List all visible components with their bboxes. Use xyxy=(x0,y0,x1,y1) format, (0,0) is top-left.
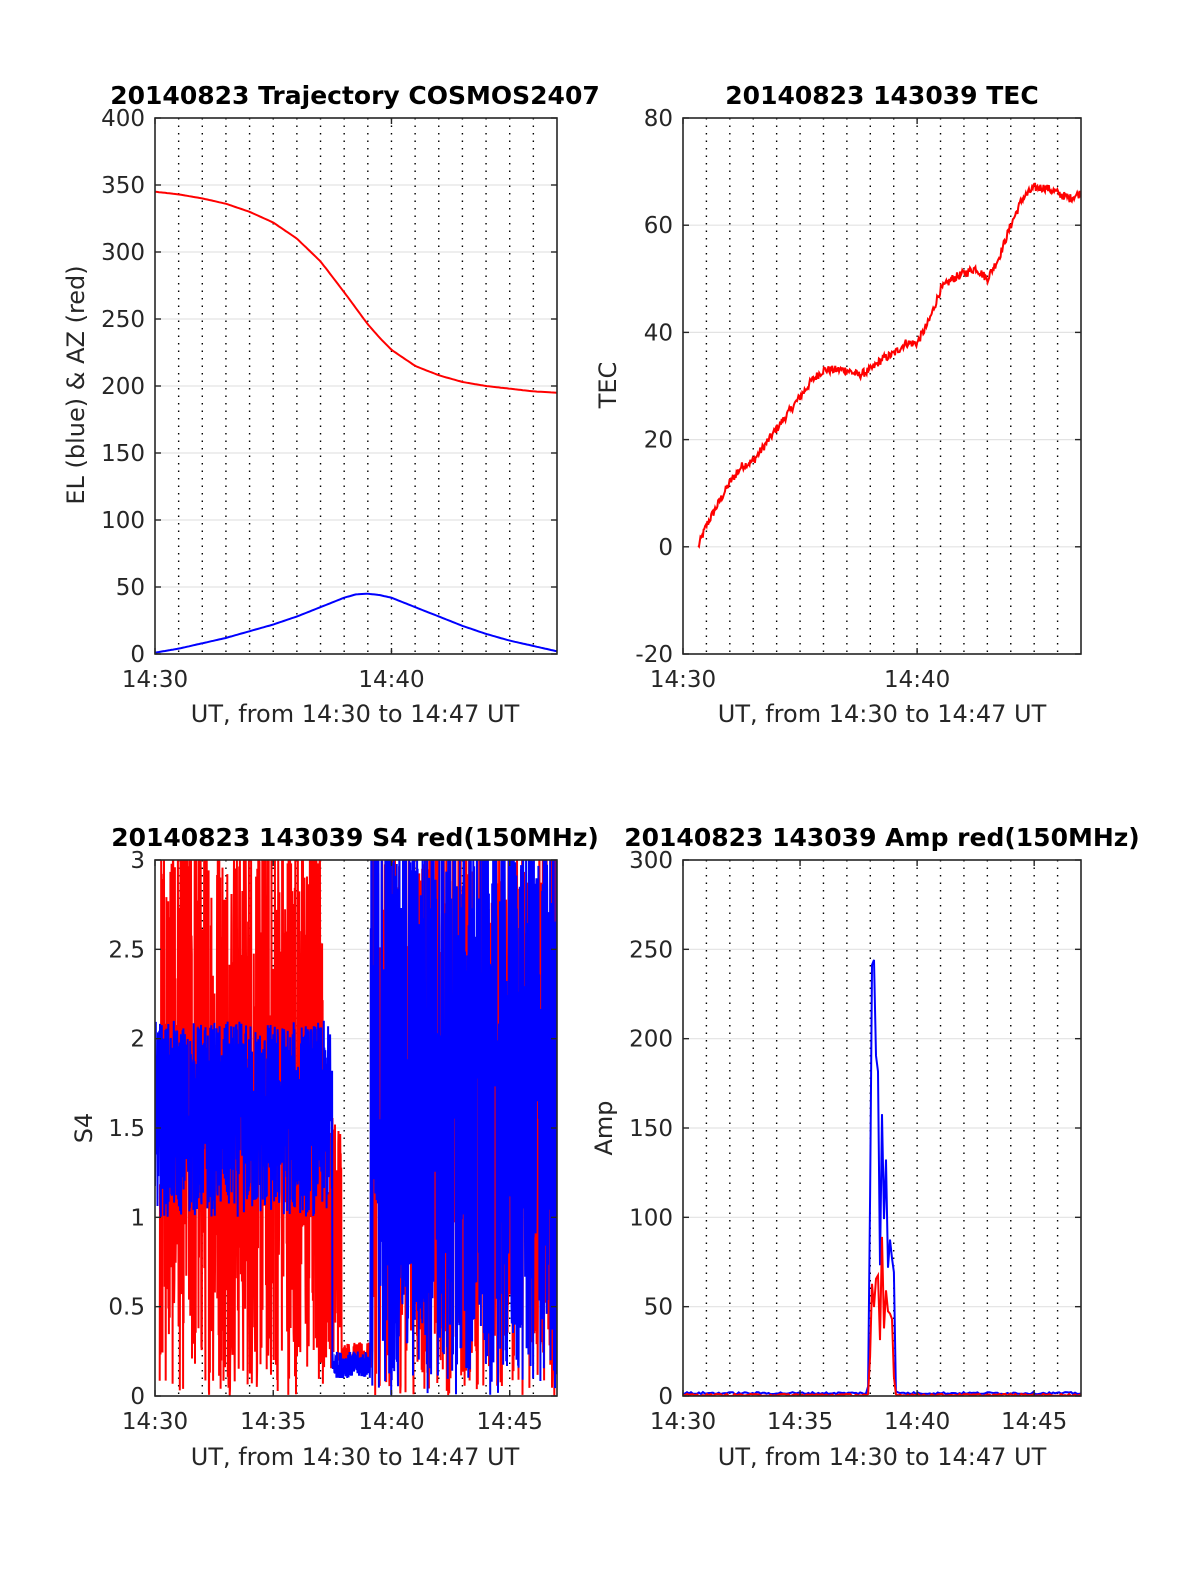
series-group xyxy=(155,190,557,654)
y-tick-label: 40 xyxy=(644,320,673,346)
y-axis-label: Amp xyxy=(590,1100,618,1155)
y-tick-label: 250 xyxy=(629,937,673,963)
x-tick-label: 14:30 xyxy=(650,1409,716,1435)
x-tick-label: 14:45 xyxy=(477,1409,543,1435)
x-tick-label: 14:40 xyxy=(884,1409,950,1435)
series-group xyxy=(683,959,1081,1396)
y-tick-label: 0 xyxy=(130,1384,145,1410)
series-line xyxy=(697,182,1081,549)
plot-area: 0 50 100 150 200 250 300 14:30 14:35 14:40 14:45 xyxy=(629,848,1082,1435)
panel-amp: 20140823 143039 Amp red(150MHz) 0 50 100 15… xyxy=(590,823,1140,1471)
x-tick-label: 14:40 xyxy=(358,667,424,693)
y-tick-label: 0 xyxy=(130,642,145,668)
panel-tec: 20140823 143039 TEC -20 0 20 40 60 80 14:30 14:… xyxy=(594,81,1082,728)
y-tick-label: 300 xyxy=(629,848,673,874)
chart-title: 20140823 Trajectory COSMOS2407 xyxy=(110,81,600,110)
y-tick-label: 2 xyxy=(130,1027,145,1053)
y-axis-label: S4 xyxy=(70,1113,98,1144)
y-axis-label: EL (blue) & AZ (red) xyxy=(62,265,90,504)
x-axis-label: UT, from 14:30 to 14:47 UT xyxy=(718,1443,1047,1471)
y-tick-label: 250 xyxy=(101,307,145,333)
y-tick-label: 60 xyxy=(644,213,673,239)
y-tick-label: 150 xyxy=(629,1116,673,1142)
y-tick-label: 1 xyxy=(130,1205,145,1231)
x-tick-label: 14:45 xyxy=(1001,1409,1067,1435)
series-line xyxy=(155,190,557,394)
series-line xyxy=(155,592,557,654)
x-tick-label: 14:30 xyxy=(122,1409,188,1435)
series-group xyxy=(155,860,557,1396)
plot-area: 0 0.5 1 1.5 2 2.5 3 14:30 14:35 14:40 14:45 xyxy=(108,848,558,1435)
x-tick-label: 14:35 xyxy=(240,1409,306,1435)
x-tick-label: 14:30 xyxy=(650,667,716,693)
y-tick-label: 150 xyxy=(101,441,145,467)
plot-area: -20 0 20 40 60 80 14:30 14:40 xyxy=(635,106,1082,693)
y-tick-label: 400 xyxy=(101,106,145,132)
y-tick-label: 0 xyxy=(658,535,673,561)
series-group xyxy=(697,182,1081,549)
y-tick-label: 200 xyxy=(101,374,145,400)
x-axis-label: UT, from 14:30 to 14:47 UT xyxy=(718,700,1047,728)
y-tick-label: 200 xyxy=(629,1027,673,1053)
chart-title: 20140823 143039 Amp red(150MHz) xyxy=(624,823,1140,852)
x-tick-label: 14:40 xyxy=(884,667,950,693)
series-line xyxy=(155,860,557,1395)
y-tick-label: 20 xyxy=(644,428,673,454)
x-axis-label: UT, from 14:30 to 14:47 UT xyxy=(191,1443,520,1471)
y-tick-label: 300 xyxy=(101,240,145,266)
y-tick-label: 0.5 xyxy=(108,1295,145,1321)
plot-area: 0 50 100 150 200 250 300 350 400 14:30 14:40 xyxy=(101,106,558,693)
y-tick-label: 0 xyxy=(658,1384,673,1410)
y-tick-label: -20 xyxy=(635,642,673,668)
axes-box xyxy=(682,117,1082,655)
y-tick-label: 1.5 xyxy=(108,1116,145,1142)
y-tick-label: 100 xyxy=(629,1205,673,1231)
x-tick-label: 14:40 xyxy=(358,1409,424,1435)
x-tick-label: 14:35 xyxy=(767,1409,833,1435)
x-tick-label: 14:30 xyxy=(122,667,188,693)
y-tick-label: 50 xyxy=(644,1295,673,1321)
series-line xyxy=(683,1236,1081,1396)
y-tick-label: 3 xyxy=(130,848,145,874)
panel-trajectory: 20140823 Trajectory COSMOS2407 0 50 100 150… xyxy=(62,81,600,728)
panel-s4: 20140823 143039 S4 red(150MHz) 0 0.5 1 1.5 2… xyxy=(70,823,599,1471)
y-tick-label: 2.5 xyxy=(108,937,145,963)
y-tick-label: 50 xyxy=(116,575,145,601)
y-axis-label: TEC xyxy=(594,362,622,410)
y-tick-label: 100 xyxy=(101,508,145,534)
x-axis-label: UT, from 14:30 to 14:47 UT xyxy=(191,700,520,728)
chart-title: 20140823 143039 S4 red(150MHz) xyxy=(111,823,599,852)
chart-title: 20140823 143039 TEC xyxy=(725,81,1038,110)
y-tick-label: 80 xyxy=(644,106,673,132)
y-tick-label: 350 xyxy=(101,173,145,199)
